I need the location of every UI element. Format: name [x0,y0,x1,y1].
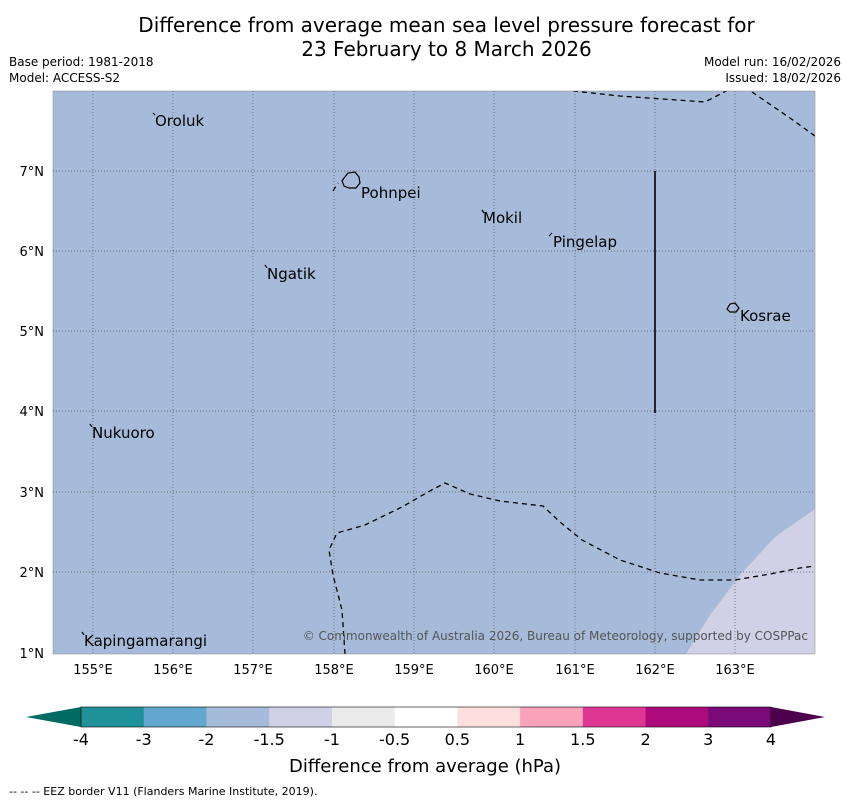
lat-label-5n: 5°N [20,325,45,340]
islands [81,112,740,636]
issued-date: Issued: 18/02/2026 [725,71,841,85]
colorbar-swatch [582,707,646,727]
colorbar-tick-label: 0.5 [445,730,470,749]
eez-border-north [572,91,728,103]
colorbar-tick-label: -4 [73,730,89,749]
label-kosrae: Kosrae [740,307,791,325]
anomaly-region-light [686,509,815,654]
lat-label-1n: 1°N [20,647,45,662]
lon-label-157e: 157°E [233,663,273,678]
colorbar-swatch [331,707,396,727]
label-ngatik: Ngatik [267,265,316,283]
colorbar-frame [80,706,772,728]
colorbar-swatch [143,707,207,727]
model-name: Model: ACCESS-S2 [9,71,121,85]
oroluk-island [152,112,156,116]
title-line-2: 23 February to 8 March 2026 [301,37,592,61]
longitude-labels: 155°E 156°E 157°E 158°E 159°E 160°E 161°… [73,663,755,678]
model-info: Base period: 1981-2018 Model: ACCESS-S2 [9,54,154,86]
eez-border-south [328,482,815,654]
colorbar-arrow-low [26,707,81,727]
colorbar-swatch [520,707,584,727]
colorbar-tick-label: 2 [640,730,650,749]
colorbar-arrow-high [771,707,825,727]
place-labels: Oroluk Pohnpei Mokil Pingelap Ngatik Kos… [84,112,791,650]
colorbar-tick-label: -1 [324,730,340,749]
nukuoro-island [89,423,93,428]
run-info: Model run: 16/02/2026 Issued: 18/02/2026 [704,54,841,86]
base-period: Base period: 1981-2018 [9,55,154,69]
colorbar-swatch [206,707,270,727]
latitude-labels: 7°N 6°N 5°N 4°N 3°N 2°N 1°N [20,165,45,662]
colorbar-tick-label: -0.5 [379,730,410,749]
ngatik-island [264,264,268,269]
map-panel: Oroluk Pohnpei Mokil Pingelap Ngatik Kos… [53,91,815,654]
lat-label-4n: 4°N [20,405,45,420]
pressure-anomaly-field [53,91,815,654]
colorbar-tick-label: -3 [136,730,152,749]
lon-label-156e: 156°E [153,663,193,678]
map-title: Difference from average mean sea level p… [0,13,850,61]
map-frame [52,90,816,655]
colorbar-swatch [457,707,521,727]
copyright-notice: © Commonwealth of Australia 2026, Bureau… [303,629,808,643]
lat-label-3n: 3°N [20,486,45,501]
label-mokil: Mokil [483,209,522,227]
label-pingelap: Pingelap [553,233,617,251]
eez-border-northeast [751,91,815,137]
colorbar-tick-label: -1.5 [254,730,285,749]
lon-label-155e: 155°E [73,663,113,678]
kosrae-island [726,302,740,313]
colorbar-swatch [645,707,709,727]
colorbar-swatch [269,707,333,727]
label-oroluk: Oroluk [155,112,204,130]
lon-label-162e: 162°E [635,663,675,678]
label-kapingamarangi: Kapingamarangi [84,632,207,650]
lon-label-159e: 159°E [394,663,434,678]
lon-label-161e: 161°E [555,663,595,678]
mokil-island [481,209,485,214]
colorbar-tick-labels: -4 -3 -2 -1.5 -1 -0.5 0.5 1 1.5 2 3 4 [73,730,776,749]
eez-borders [328,91,815,654]
colorbar-label: Difference from average (hPa) [289,756,561,777]
eez-border-pohnpei [332,182,339,192]
colorbar-tick-label: -2 [198,730,214,749]
label-pohnpei: Pohnpei [361,184,421,202]
colorbar-swatch [708,707,772,727]
kapingamarangi-island [81,631,85,636]
colorbar-swatches [81,707,772,727]
colorbar-tick-label: 1.5 [570,730,595,749]
colorbar-swatch [81,707,145,727]
eez-legend-note: -- -- -- EEZ border V11 (Flanders Marine… [9,785,318,798]
lon-label-158e: 158°E [314,663,354,678]
label-nukuoro: Nukuoro [92,424,155,442]
pohnpei-island [341,171,361,189]
colorbar: -4 -3 -2 -1.5 -1 -0.5 0.5 1 1.5 2 3 4 Difference fr… [26,706,825,777]
pingelap-island [548,232,553,237]
colorbar-tick-label: 3 [703,730,713,749]
colorbar-tick-label: 4 [766,730,776,749]
lon-label-163e: 163°E [715,663,755,678]
lat-label-7n: 7°N [20,165,45,180]
model-run: Model run: 16/02/2026 [703,55,841,69]
lon-label-160e: 160°E [474,663,514,678]
lat-label-2n: 2°N [20,566,45,581]
colorbar-tick-label: 1 [515,730,525,749]
title-line-1: Difference from average mean sea level p… [138,13,755,37]
lat-label-6n: 6°N [20,245,45,260]
colorbar-swatch [394,707,458,727]
